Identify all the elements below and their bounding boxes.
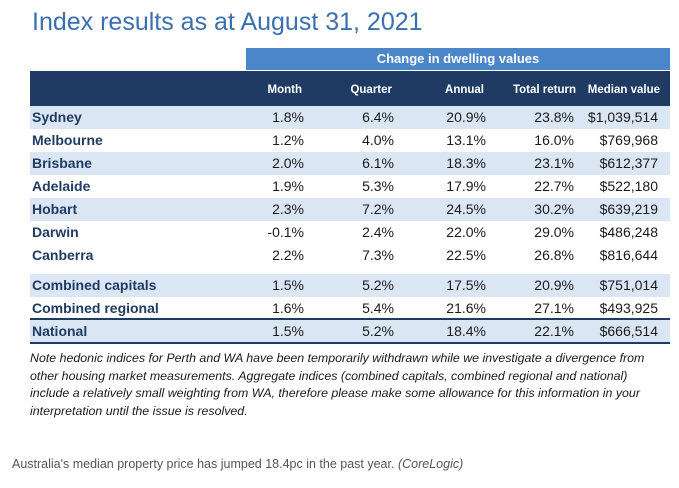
- change-in-dwelling-values-header: Change in dwelling values: [246, 48, 670, 70]
- row-name: Darwin: [32, 224, 79, 240]
- page-title: Index results as at August 31, 2021: [32, 8, 423, 36]
- cell-annual: 22.0%: [446, 224, 486, 240]
- cell-month: 1.8%: [272, 109, 304, 125]
- cell-annual: 17.5%: [446, 277, 486, 293]
- row-name: Melbourne: [32, 132, 103, 148]
- cell-median-value: $486,248: [599, 224, 658, 240]
- cell-total-return: 20.9%: [534, 277, 574, 293]
- cell-total-return: 23.1%: [534, 155, 574, 171]
- cell-annual: 17.9%: [446, 178, 486, 194]
- cell-median-value: $493,925: [599, 300, 658, 316]
- cell-total-return: 27.1%: [534, 300, 574, 316]
- image-caption: Australia's median property price has ju…: [12, 457, 463, 471]
- cell-total-return: 22.1%: [534, 323, 574, 339]
- table-row: Canberra 2.2% 7.3% 22.5% 26.8% $816,644: [30, 244, 670, 267]
- table-row: Combined regional 1.6% 5.4% 21.6% 27.1% …: [30, 297, 670, 320]
- table-row-national: National 1.5% 5.2% 18.4% 22.1% $666,514: [30, 320, 670, 342]
- table-row: Adelaide 1.9% 5.3% 17.9% 22.7% $522,180: [30, 175, 670, 198]
- cell-median-value: $1,039,514: [587, 109, 658, 125]
- caption-source: (CoreLogic): [397, 457, 464, 471]
- row-name: Brisbane: [32, 155, 92, 171]
- cell-annual: 22.5%: [446, 247, 486, 263]
- table-footnote: Note hedonic indices for Perth and WA ha…: [30, 351, 645, 418]
- column-header-month: Month: [267, 84, 302, 96]
- cell-median-value: $769,968: [599, 132, 658, 148]
- cell-annual: 20.9%: [446, 109, 486, 125]
- cell-annual: 24.5%: [446, 201, 486, 217]
- table-row: Combined capitals 1.5% 5.2% 17.5% 20.9% …: [30, 274, 670, 297]
- row-name: Sydney: [32, 109, 82, 125]
- national-rule-bottom: [30, 342, 670, 344]
- cell-quarter: 5.2%: [362, 277, 394, 293]
- cell-month: 2.0%: [272, 155, 304, 171]
- cell-quarter: 7.3%: [362, 247, 394, 263]
- cell-month: 2.3%: [272, 201, 304, 217]
- cell-median-value: $612,377: [599, 155, 658, 171]
- cell-quarter: 7.2%: [362, 201, 394, 217]
- cell-median-value: $816,644: [599, 247, 658, 263]
- cell-quarter: 5.2%: [362, 323, 394, 339]
- cell-annual: 18.4%: [446, 323, 486, 339]
- cell-month: 2.2%: [272, 247, 304, 263]
- cell-annual: 18.3%: [446, 155, 486, 171]
- column-header-annual: Annual: [445, 84, 484, 96]
- cell-total-return: 26.8%: [534, 247, 574, 263]
- row-name: Hobart: [32, 201, 78, 217]
- cell-quarter: 5.3%: [362, 178, 394, 194]
- cell-median-value: $522,180: [599, 178, 658, 194]
- cell-month: -0.1%: [267, 224, 304, 240]
- column-header-median-value: Median value: [587, 84, 660, 96]
- caption-text: Australia's median property price has ju…: [12, 457, 395, 471]
- table-row: Brisbane 2.0% 6.1% 18.3% 23.1% $612,377: [30, 152, 670, 175]
- table-header: Month Quarter Annual Total return Median…: [30, 71, 670, 107]
- cell-quarter: 6.1%: [362, 155, 394, 171]
- row-name: National: [32, 323, 88, 339]
- column-header-total-return: Total return: [512, 84, 576, 96]
- cell-month: 1.9%: [272, 178, 304, 194]
- row-name: Adelaide: [32, 178, 91, 194]
- national-rule-top: [30, 318, 670, 320]
- cell-annual: 21.6%: [446, 300, 486, 316]
- cell-total-return: 16.0%: [534, 132, 574, 148]
- cell-total-return: 22.7%: [534, 178, 574, 194]
- table-row: Darwin -0.1% 2.4% 22.0% 29.0% $486,248: [30, 221, 670, 244]
- cell-annual: 13.1%: [446, 132, 486, 148]
- table-row: Sydney 1.8% 6.4% 20.9% 23.8% $1,039,514: [30, 106, 670, 129]
- cell-median-value: $751,014: [599, 277, 658, 293]
- cell-total-return: 23.8%: [534, 109, 574, 125]
- cell-quarter: 6.4%: [362, 109, 394, 125]
- table-row: Hobart 2.3% 7.2% 24.5% 30.2% $639,219: [30, 198, 670, 221]
- cell-median-value: $666,514: [599, 323, 658, 339]
- cell-month: 1.6%: [272, 300, 304, 316]
- row-name: Combined regional: [32, 300, 159, 316]
- row-name: Canberra: [32, 247, 94, 263]
- cell-quarter: 5.4%: [362, 300, 394, 316]
- row-name: Combined capitals: [32, 277, 157, 293]
- cell-quarter: 4.0%: [362, 132, 394, 148]
- cell-quarter: 2.4%: [362, 224, 394, 240]
- column-header-quarter: Quarter: [350, 84, 392, 96]
- cell-total-return: 30.2%: [534, 201, 574, 217]
- cell-median-value: $639,219: [599, 201, 658, 217]
- cell-total-return: 29.0%: [534, 224, 574, 240]
- cell-month: 1.5%: [272, 277, 304, 293]
- cell-month: 1.2%: [272, 132, 304, 148]
- cell-month: 1.5%: [272, 323, 304, 339]
- table-row: Melbourne 1.2% 4.0% 13.1% 16.0% $769,968: [30, 129, 670, 152]
